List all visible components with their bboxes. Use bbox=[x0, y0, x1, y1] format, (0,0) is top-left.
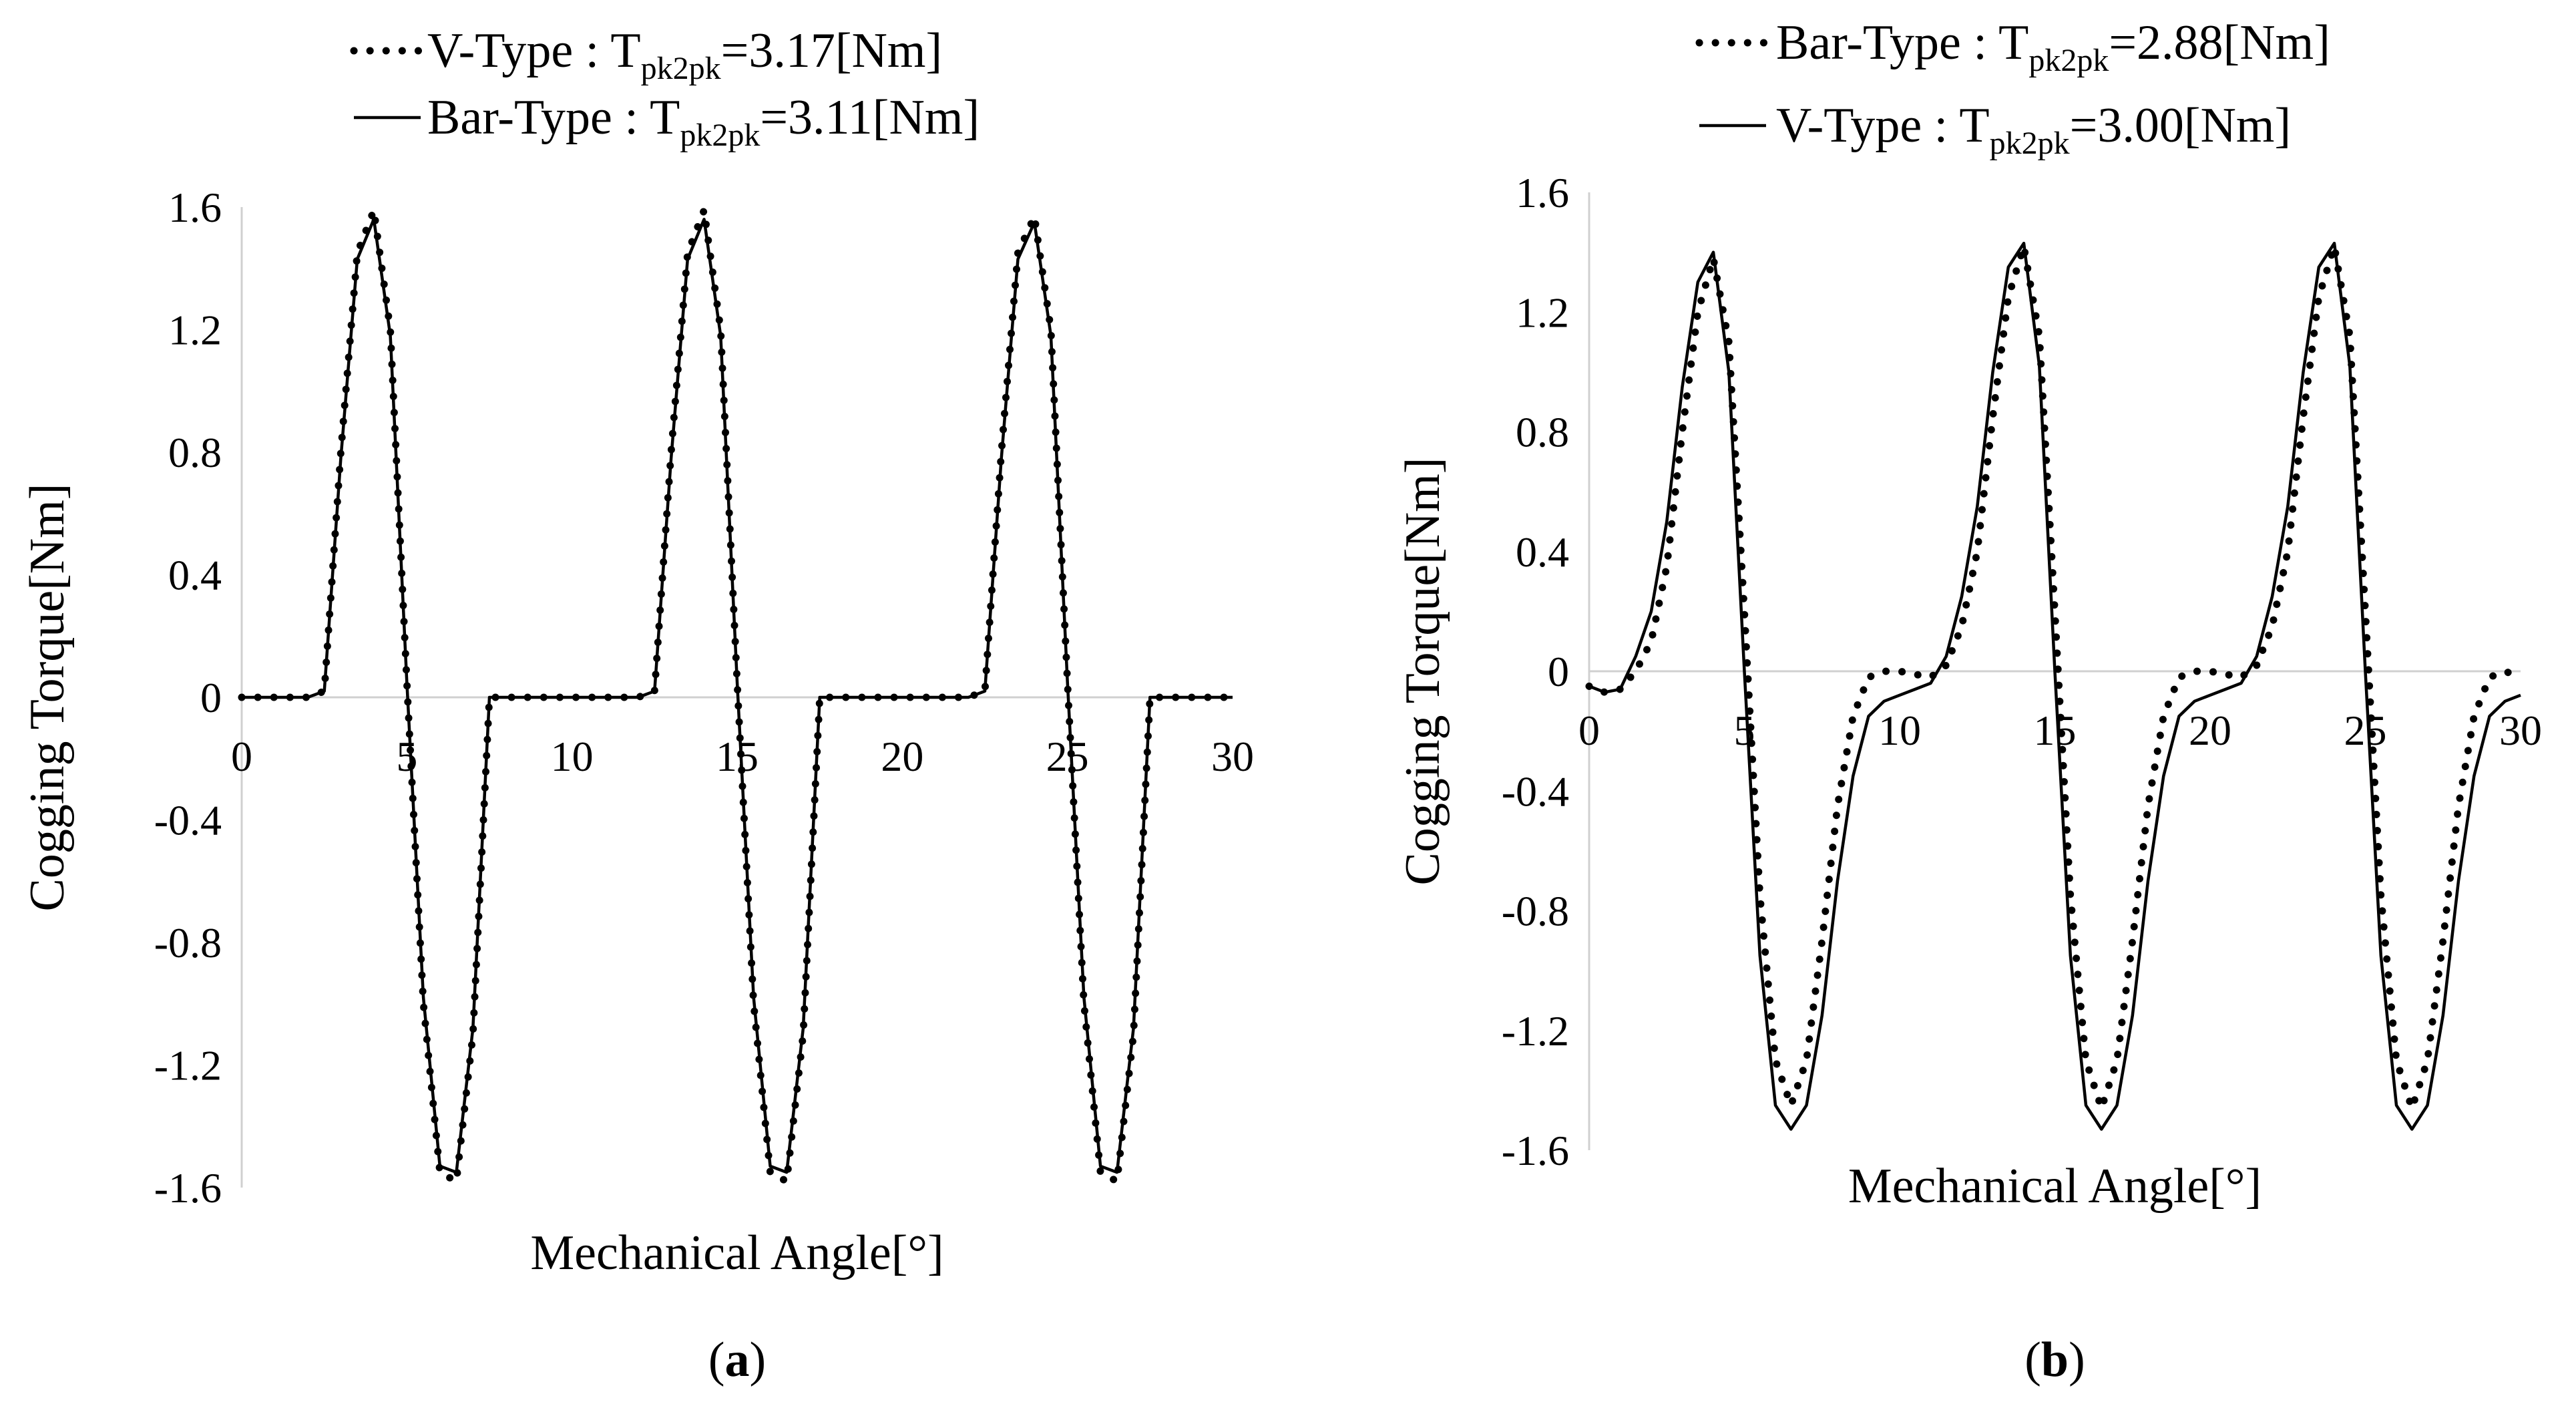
legend-name: Bar-Type : T bbox=[1776, 15, 2028, 70]
legend-value: =2.88[Nm] bbox=[2109, 15, 2330, 70]
series-line-solid bbox=[1588, 241, 2521, 1131]
x-axis-title: Mechanical Angle[°] bbox=[530, 1226, 943, 1280]
y-tick-label: -0.8 bbox=[1502, 888, 1569, 935]
x-tick-label: 10 bbox=[551, 733, 594, 780]
y-tick-label: 0.8 bbox=[168, 429, 222, 476]
y-tick-label: -1.6 bbox=[1502, 1127, 1569, 1174]
y-tick-label: 0 bbox=[1548, 648, 1569, 695]
y-axis-title: Cogging Torque[Nm] bbox=[20, 484, 75, 912]
panel-label-open: ( bbox=[2024, 1333, 2041, 1387]
panel-label-close: ) bbox=[750, 1333, 767, 1387]
y-tick-label: 0.4 bbox=[1516, 528, 1569, 576]
chart-panel-a: 1.61.20.80.40-0.4-0.8-1.2-1.60 5 10 15 20 25 3… bbox=[20, 23, 1254, 1387]
x-tick-label: 25 bbox=[2344, 707, 2387, 754]
legend-label: Bar-Type : Tpk2pk=2.88[Nm] bbox=[1776, 15, 2330, 78]
panel-label: (b) bbox=[2024, 1333, 2085, 1387]
y-axis-title: Cogging Torque[Nm] bbox=[1396, 458, 1450, 886]
x-tick-label: 20 bbox=[881, 733, 923, 780]
legend-name: V-Type : T bbox=[1776, 98, 1990, 153]
y-tick-label: 1.2 bbox=[1516, 289, 1569, 336]
y-tick-label: -0.4 bbox=[154, 797, 222, 844]
panel-label: (a) bbox=[708, 1333, 766, 1387]
y-tick-label: 1.6 bbox=[168, 184, 222, 231]
x-tick-label: 15 bbox=[716, 733, 759, 780]
panel-label-letter: a bbox=[725, 1333, 750, 1387]
legend-value: =3.11[Nm] bbox=[760, 90, 980, 145]
y-tick-label: -1.6 bbox=[154, 1164, 222, 1212]
y-tick-label: -0.8 bbox=[154, 919, 222, 966]
x-tick-label: 30 bbox=[2499, 707, 2542, 754]
x-tick-label: 5 bbox=[396, 733, 417, 780]
legend-name: Bar-Type : T bbox=[427, 90, 680, 145]
panel-label-close: ) bbox=[2069, 1333, 2085, 1387]
y-tick-label: 0.4 bbox=[168, 552, 222, 599]
legend-label: Bar-Type : Tpk2pk=3.11[Nm] bbox=[427, 90, 980, 153]
y-tick-label: -0.4 bbox=[1502, 767, 1569, 815]
x-tick-label: 30 bbox=[1211, 733, 1254, 780]
x-axis-title: Mechanical Angle[°] bbox=[1848, 1159, 2262, 1214]
y-tick-label: 1.6 bbox=[1516, 169, 1569, 216]
legend-subscript: pk2pk bbox=[641, 51, 721, 86]
legend-label: V-Type : Tpk2pk=3.17[Nm] bbox=[427, 23, 942, 86]
x-tick-label: 0 bbox=[1578, 707, 1600, 754]
series-line-solid bbox=[242, 218, 1233, 1174]
y-tick-label: 0 bbox=[200, 674, 222, 721]
legend-subscript: pk2pk bbox=[1990, 126, 2070, 161]
legend-name: V-Type : T bbox=[427, 23, 641, 78]
legend-value: =3.17[Nm] bbox=[721, 23, 943, 78]
x-tick-label: 10 bbox=[1878, 707, 1921, 754]
legend-label: V-Type : Tpk2pk=3.00[Nm] bbox=[1776, 98, 2291, 161]
series-line-dotted bbox=[1585, 242, 2525, 1112]
y-tick-label: -1.2 bbox=[1502, 1007, 1569, 1055]
y-tick-label: 0.8 bbox=[1516, 409, 1569, 456]
chart-panel-b: 1.61.20.80.40-0.4-0.8-1.2-1.60 5 10 15 20 25 3… bbox=[1396, 15, 2542, 1387]
legend-value: =3.00[Nm] bbox=[2070, 98, 2292, 153]
legend-subscript: pk2pk bbox=[680, 118, 760, 153]
x-tick-label: 25 bbox=[1046, 733, 1089, 780]
x-tick-label: 20 bbox=[2189, 707, 2231, 754]
legend-subscript: pk2pk bbox=[2028, 43, 2109, 78]
panel-label-letter: b bbox=[2041, 1333, 2069, 1387]
x-tick-label: 0 bbox=[231, 733, 252, 780]
y-tick-label: -1.2 bbox=[154, 1042, 222, 1089]
y-tick-label: 1.2 bbox=[168, 307, 222, 354]
panel-label-open: ( bbox=[708, 1333, 725, 1387]
x-tick-label: 15 bbox=[2034, 707, 2077, 754]
